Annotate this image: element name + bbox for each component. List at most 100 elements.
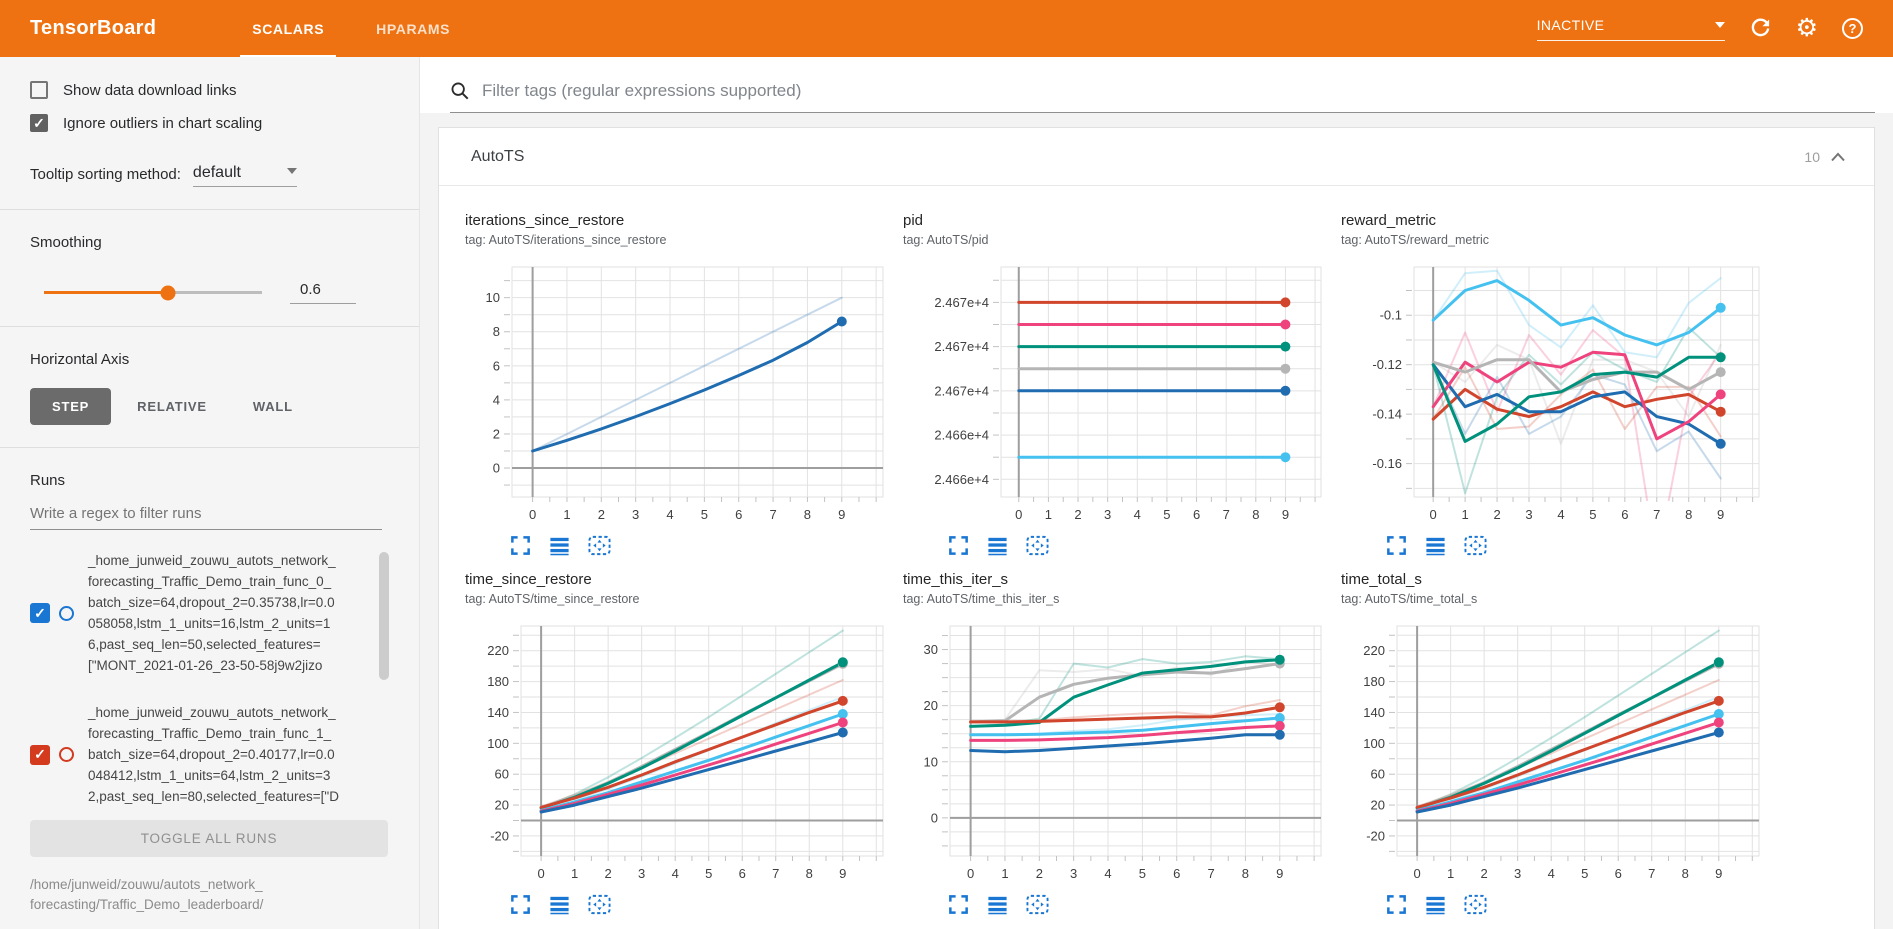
svg-text:3: 3 <box>632 507 639 522</box>
run-list-item: ✓ _home_junweid_zouwu_autots_network_ fo… <box>30 702 389 807</box>
smoothing-slider-fill <box>44 291 169 294</box>
svg-text:0: 0 <box>1430 507 1437 522</box>
svg-text:0: 0 <box>1413 866 1420 881</box>
tab-scalars[interactable]: SCALARS <box>226 0 350 57</box>
smoothing-slider[interactable] <box>44 285 262 300</box>
fit-domain-icon[interactable] <box>1025 893 1050 916</box>
ignore-outliers-label: Ignore outliers in chart scaling <box>63 114 263 132</box>
smoothing-value[interactable]: 0.6 <box>290 281 356 304</box>
fit-domain-icon[interactable] <box>1025 534 1050 557</box>
data-table-toggle-icon[interactable] <box>1424 534 1447 557</box>
svg-text:5: 5 <box>1581 866 1588 881</box>
svg-text:0: 0 <box>931 810 938 825</box>
svg-text:3: 3 <box>1104 507 1111 522</box>
chart-title: time_since_restore <box>465 571 592 588</box>
svg-text:-20: -20 <box>490 828 509 843</box>
search-icon <box>451 82 469 100</box>
svg-text:8: 8 <box>493 324 500 339</box>
toggle-all-runs-button[interactable]: TOGGLE ALL RUNS <box>30 820 388 857</box>
run-checkbox[interactable]: ✓ <box>30 603 50 623</box>
run-list-scrollbar[interactable] <box>379 552 389 680</box>
svg-text:5: 5 <box>701 507 708 522</box>
expand-icon[interactable] <box>947 534 970 557</box>
svg-text:1: 1 <box>563 507 570 522</box>
charts-grid: iterations_since_restore tag: AutoTS/ite… <box>439 186 1874 929</box>
help-icon[interactable]: ? <box>1842 18 1863 39</box>
show-download-links-checkbox[interactable] <box>30 81 48 99</box>
chart-plot[interactable]: -0.1 -0.12 -0.14 -0.16 0 1 2 3 4 5 6 7 8 9 <box>1341 259 1767 527</box>
runs-filter-input[interactable] <box>30 505 382 530</box>
expand-icon[interactable] <box>947 893 970 916</box>
svg-text:6: 6 <box>1193 507 1200 522</box>
gear-icon[interactable]: ⚙ <box>1795 14 1818 42</box>
tab-hparams[interactable]: HPARAMS <box>376 20 451 37</box>
svg-text:5: 5 <box>1589 507 1596 522</box>
chart-tag: tag: AutoTS/time_since_restore <box>465 592 640 606</box>
svg-text:2: 2 <box>1036 866 1043 881</box>
svg-text:5: 5 <box>1139 866 1146 881</box>
run-radio[interactable] <box>59 605 74 621</box>
expand-icon[interactable] <box>509 893 532 916</box>
tag-filter-input[interactable]: Filter tags (regular expressions support… <box>482 81 802 100</box>
svg-text:8: 8 <box>1242 866 1249 881</box>
svg-text:7: 7 <box>1653 507 1660 522</box>
svg-text:9: 9 <box>1276 866 1283 881</box>
svg-text:4: 4 <box>1134 507 1141 522</box>
svg-text:7: 7 <box>769 507 776 522</box>
svg-text:2.466e+4: 2.466e+4 <box>934 472 989 487</box>
svg-text:-0.14: -0.14 <box>1372 407 1402 422</box>
chart-plot[interactable]: 30 20 10 0 0 1 2 3 4 5 6 7 8 9 <box>903 618 1329 886</box>
chart-plot[interactable]: 0 2 4 6 8 10 0 1 2 3 4 5 6 7 8 9 <box>465 259 891 527</box>
chart-plot[interactable]: 220 180 140 100 60 20 -20 0 1 2 3 4 5 6 7 8 9 <box>465 618 891 886</box>
smoothing-slider-thumb[interactable] <box>160 285 176 300</box>
data-table-toggle-icon[interactable] <box>986 534 1009 557</box>
svg-text:6: 6 <box>1173 866 1180 881</box>
chevron-up-icon[interactable] <box>1830 152 1846 162</box>
svg-text:60: 60 <box>1371 767 1385 782</box>
data-table-toggle-icon[interactable] <box>1424 893 1447 916</box>
axis-wall-button[interactable]: WALL <box>252 399 293 414</box>
tooltip-sorting-value: default <box>192 164 241 181</box>
fit-domain-icon[interactable] <box>1463 534 1488 557</box>
axis-relative-button[interactable]: RELATIVE <box>137 399 207 414</box>
svg-text:1: 1 <box>1447 866 1454 881</box>
autots-card-header[interactable]: AutoTS 10 <box>439 128 1874 186</box>
svg-text:0: 0 <box>1015 507 1022 522</box>
tooltip-sorting-select[interactable]: default <box>192 164 297 187</box>
axis-step-button[interactable]: STEP <box>30 388 112 425</box>
chart-tag: tag: AutoTS/time_this_iter_s <box>903 592 1060 606</box>
nav-tabs: SCALARS HPARAMS <box>226 0 476 57</box>
chart-plot[interactable]: 220 180 140 100 60 20 -20 0 1 2 3 4 5 6 7 8 9 <box>1341 618 1767 886</box>
svg-text:20: 20 <box>1371 798 1385 813</box>
svg-text:8: 8 <box>1685 507 1692 522</box>
refresh-icon[interactable] <box>1749 17 1772 40</box>
svg-text:6: 6 <box>739 866 746 881</box>
data-table-toggle-icon[interactable] <box>548 893 571 916</box>
data-table-toggle-icon[interactable] <box>986 893 1009 916</box>
svg-text:2: 2 <box>1481 866 1488 881</box>
data-table-toggle-icon[interactable] <box>548 534 571 557</box>
svg-text:8: 8 <box>1252 507 1259 522</box>
svg-text:3: 3 <box>1514 866 1521 881</box>
status-dropdown[interactable]: INACTIVE <box>1536 17 1725 41</box>
fit-domain-icon[interactable] <box>587 534 612 557</box>
chart-tag: tag: AutoTS/iterations_since_restore <box>465 233 667 247</box>
chart-plot[interactable]: 2.467e+4 2.467e+4 2.467e+4 2.466e+4 2.466e+4… <box>903 259 1329 527</box>
svg-text:8: 8 <box>1682 866 1689 881</box>
card-title: AutoTS <box>471 147 525 165</box>
expand-icon[interactable] <box>1385 893 1408 916</box>
svg-text:-20: -20 <box>1366 828 1385 843</box>
svg-text:4: 4 <box>666 507 673 522</box>
expand-icon[interactable] <box>509 534 532 557</box>
fit-domain-icon[interactable] <box>1463 893 1488 916</box>
run-checkbox[interactable]: ✓ <box>30 744 50 765</box>
svg-text:2: 2 <box>1493 507 1500 522</box>
chart-tag: tag: AutoTS/reward_metric <box>1341 233 1489 247</box>
svg-text:9: 9 <box>1282 507 1289 522</box>
svg-text:2: 2 <box>605 866 612 881</box>
run-radio[interactable] <box>59 747 74 762</box>
chart-card: reward_metric tag: AutoTS/reward_metric … <box>1341 212 1779 557</box>
expand-icon[interactable] <box>1385 534 1408 557</box>
fit-domain-icon[interactable] <box>587 893 612 916</box>
ignore-outliers-checkbox[interactable]: ✓ <box>30 114 48 132</box>
